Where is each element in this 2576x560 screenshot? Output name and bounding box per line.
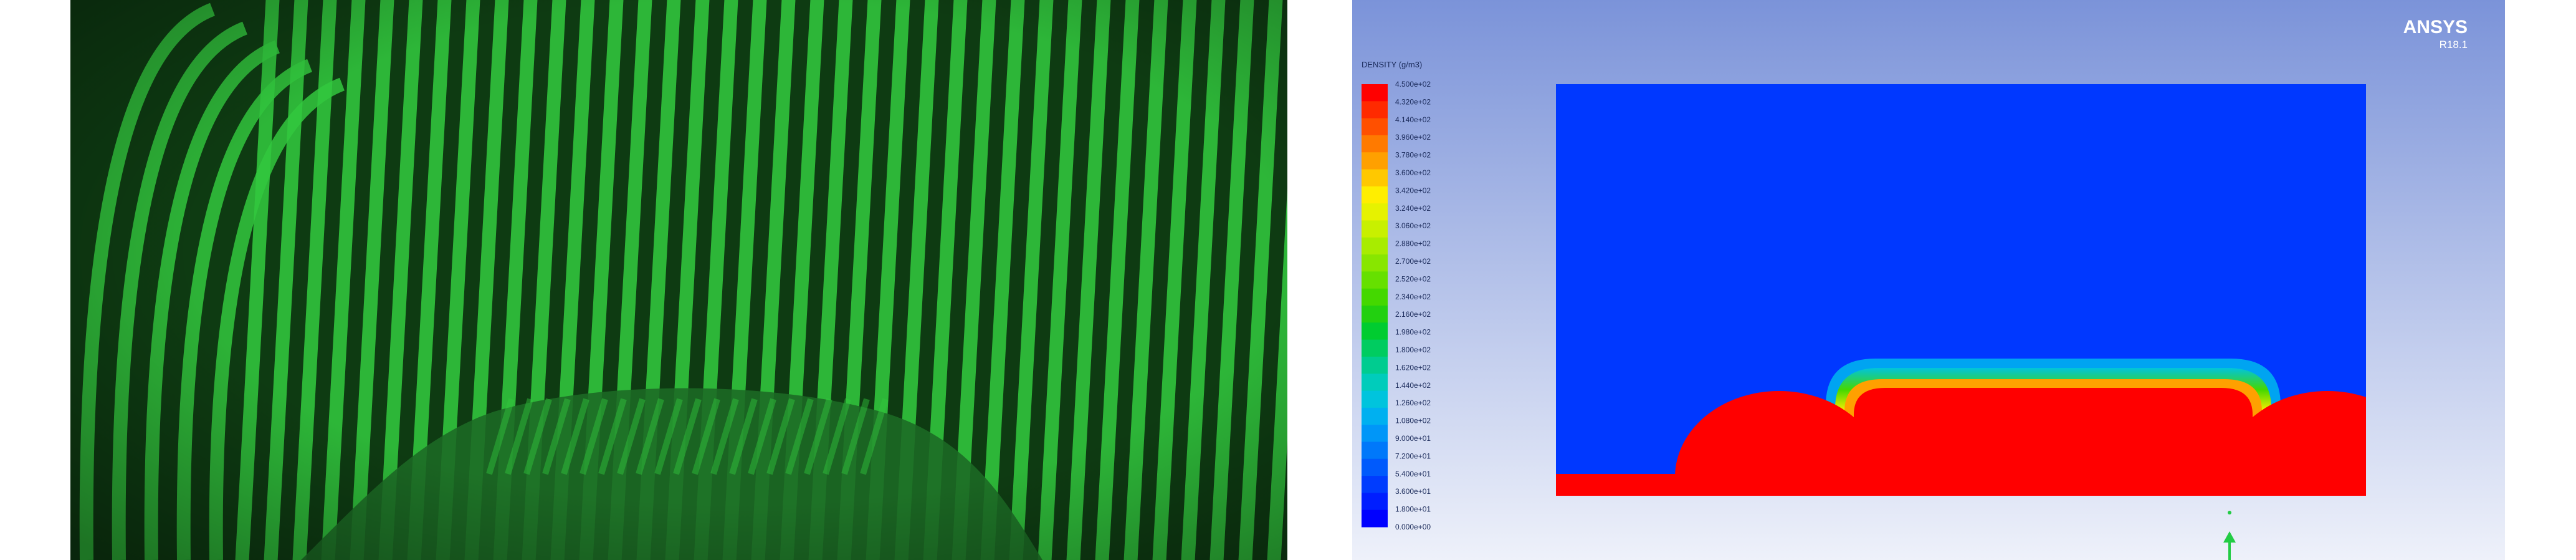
legend-swatch [1362,339,1388,357]
legend-swatch [1362,186,1388,204]
legend-title: DENSITY (g/m3) [1362,60,1422,69]
legend-swatch [1362,374,1388,392]
substrate-layer [1556,474,2366,496]
legend-swatch [1362,356,1388,374]
legend-swatch [1362,118,1388,136]
legend-swatch [1362,390,1388,408]
photo-vignette [70,0,1287,560]
legend-swatch [1362,493,1388,511]
legend-swatch [1362,169,1388,187]
legend-label: 5.400e+01 [1395,470,1431,478]
legend-swatch [1362,203,1388,221]
legend-swatch [1362,509,1388,528]
legend-swatch [1362,135,1388,153]
legend-swatch [1362,322,1388,340]
legend-swatch [1362,271,1388,289]
legend-label: 1.440e+02 [1395,381,1431,390]
legend-label: 3.060e+02 [1395,221,1431,230]
cfd-contour-view: ANSYS R18.1 DENSITY (g/m3) 4.500e+02 4.32… [1352,0,2505,560]
legend-swatch [1362,458,1388,476]
legend-label: 2.160e+02 [1395,310,1431,319]
legend-label: 3.600e+02 [1395,168,1431,177]
legend-label: 2.520e+02 [1395,274,1431,283]
legend-label: 9.000e+01 [1395,434,1431,443]
contour-domain [1556,84,2366,496]
legend-label: 4.320e+02 [1395,97,1431,106]
legend-label: 1.800e+01 [1395,505,1431,514]
fringe-photo [70,0,1287,560]
legend-label: 3.960e+02 [1395,133,1431,142]
legend-swatch [1362,306,1388,323]
legend-swatch [1362,407,1388,425]
legend-labels: 4.500e+02 4.320e+02 4.140e+02 3.960e+02 3.78… [1395,80,1431,531]
legend-swatch [1362,288,1388,306]
legend-label: 7.200e+01 [1395,451,1431,460]
ansys-version: R18.1 [2440,39,2468,51]
legend-label: 1.620e+02 [1395,363,1431,372]
legend-label: 1.260e+02 [1395,398,1431,407]
legend-label: 1.980e+02 [1395,328,1431,337]
legend-swatch [1362,476,1388,493]
legend-label: 2.880e+02 [1395,239,1431,248]
legend-colorbar [1362,84,1388,528]
legend-swatch [1362,220,1388,238]
legend-label: 3.240e+02 [1395,204,1431,213]
legend-label: 2.340e+02 [1395,292,1431,301]
central-liquid-region [1854,388,2253,496]
legend-swatch [1362,101,1388,119]
legend-swatch [1362,425,1388,442]
legend-label: 2.700e+02 [1395,257,1431,266]
right-droplet [2223,391,2366,477]
legend-swatch [1362,152,1388,170]
legend-swatch [1362,254,1388,272]
legend-label: 0.000e+00 [1395,523,1431,531]
legend-swatch [1362,442,1388,460]
legend-label: 1.080e+02 [1395,417,1431,425]
legend-swatch [1362,237,1388,255]
ansys-logo: ANSYS [2403,17,2468,37]
legend-label: 3.420e+02 [1395,186,1431,195]
legend-label: 4.140e+02 [1395,115,1431,124]
legend-label: 4.500e+02 [1395,80,1431,89]
legend-label: 3.600e+01 [1395,487,1431,496]
legend-label: 3.780e+02 [1395,151,1431,160]
left-droplet [1675,391,1883,477]
axis-triad-icon [2223,511,2236,560]
legend-swatch [1362,84,1388,102]
legend-label: 1.800e+02 [1395,345,1431,354]
